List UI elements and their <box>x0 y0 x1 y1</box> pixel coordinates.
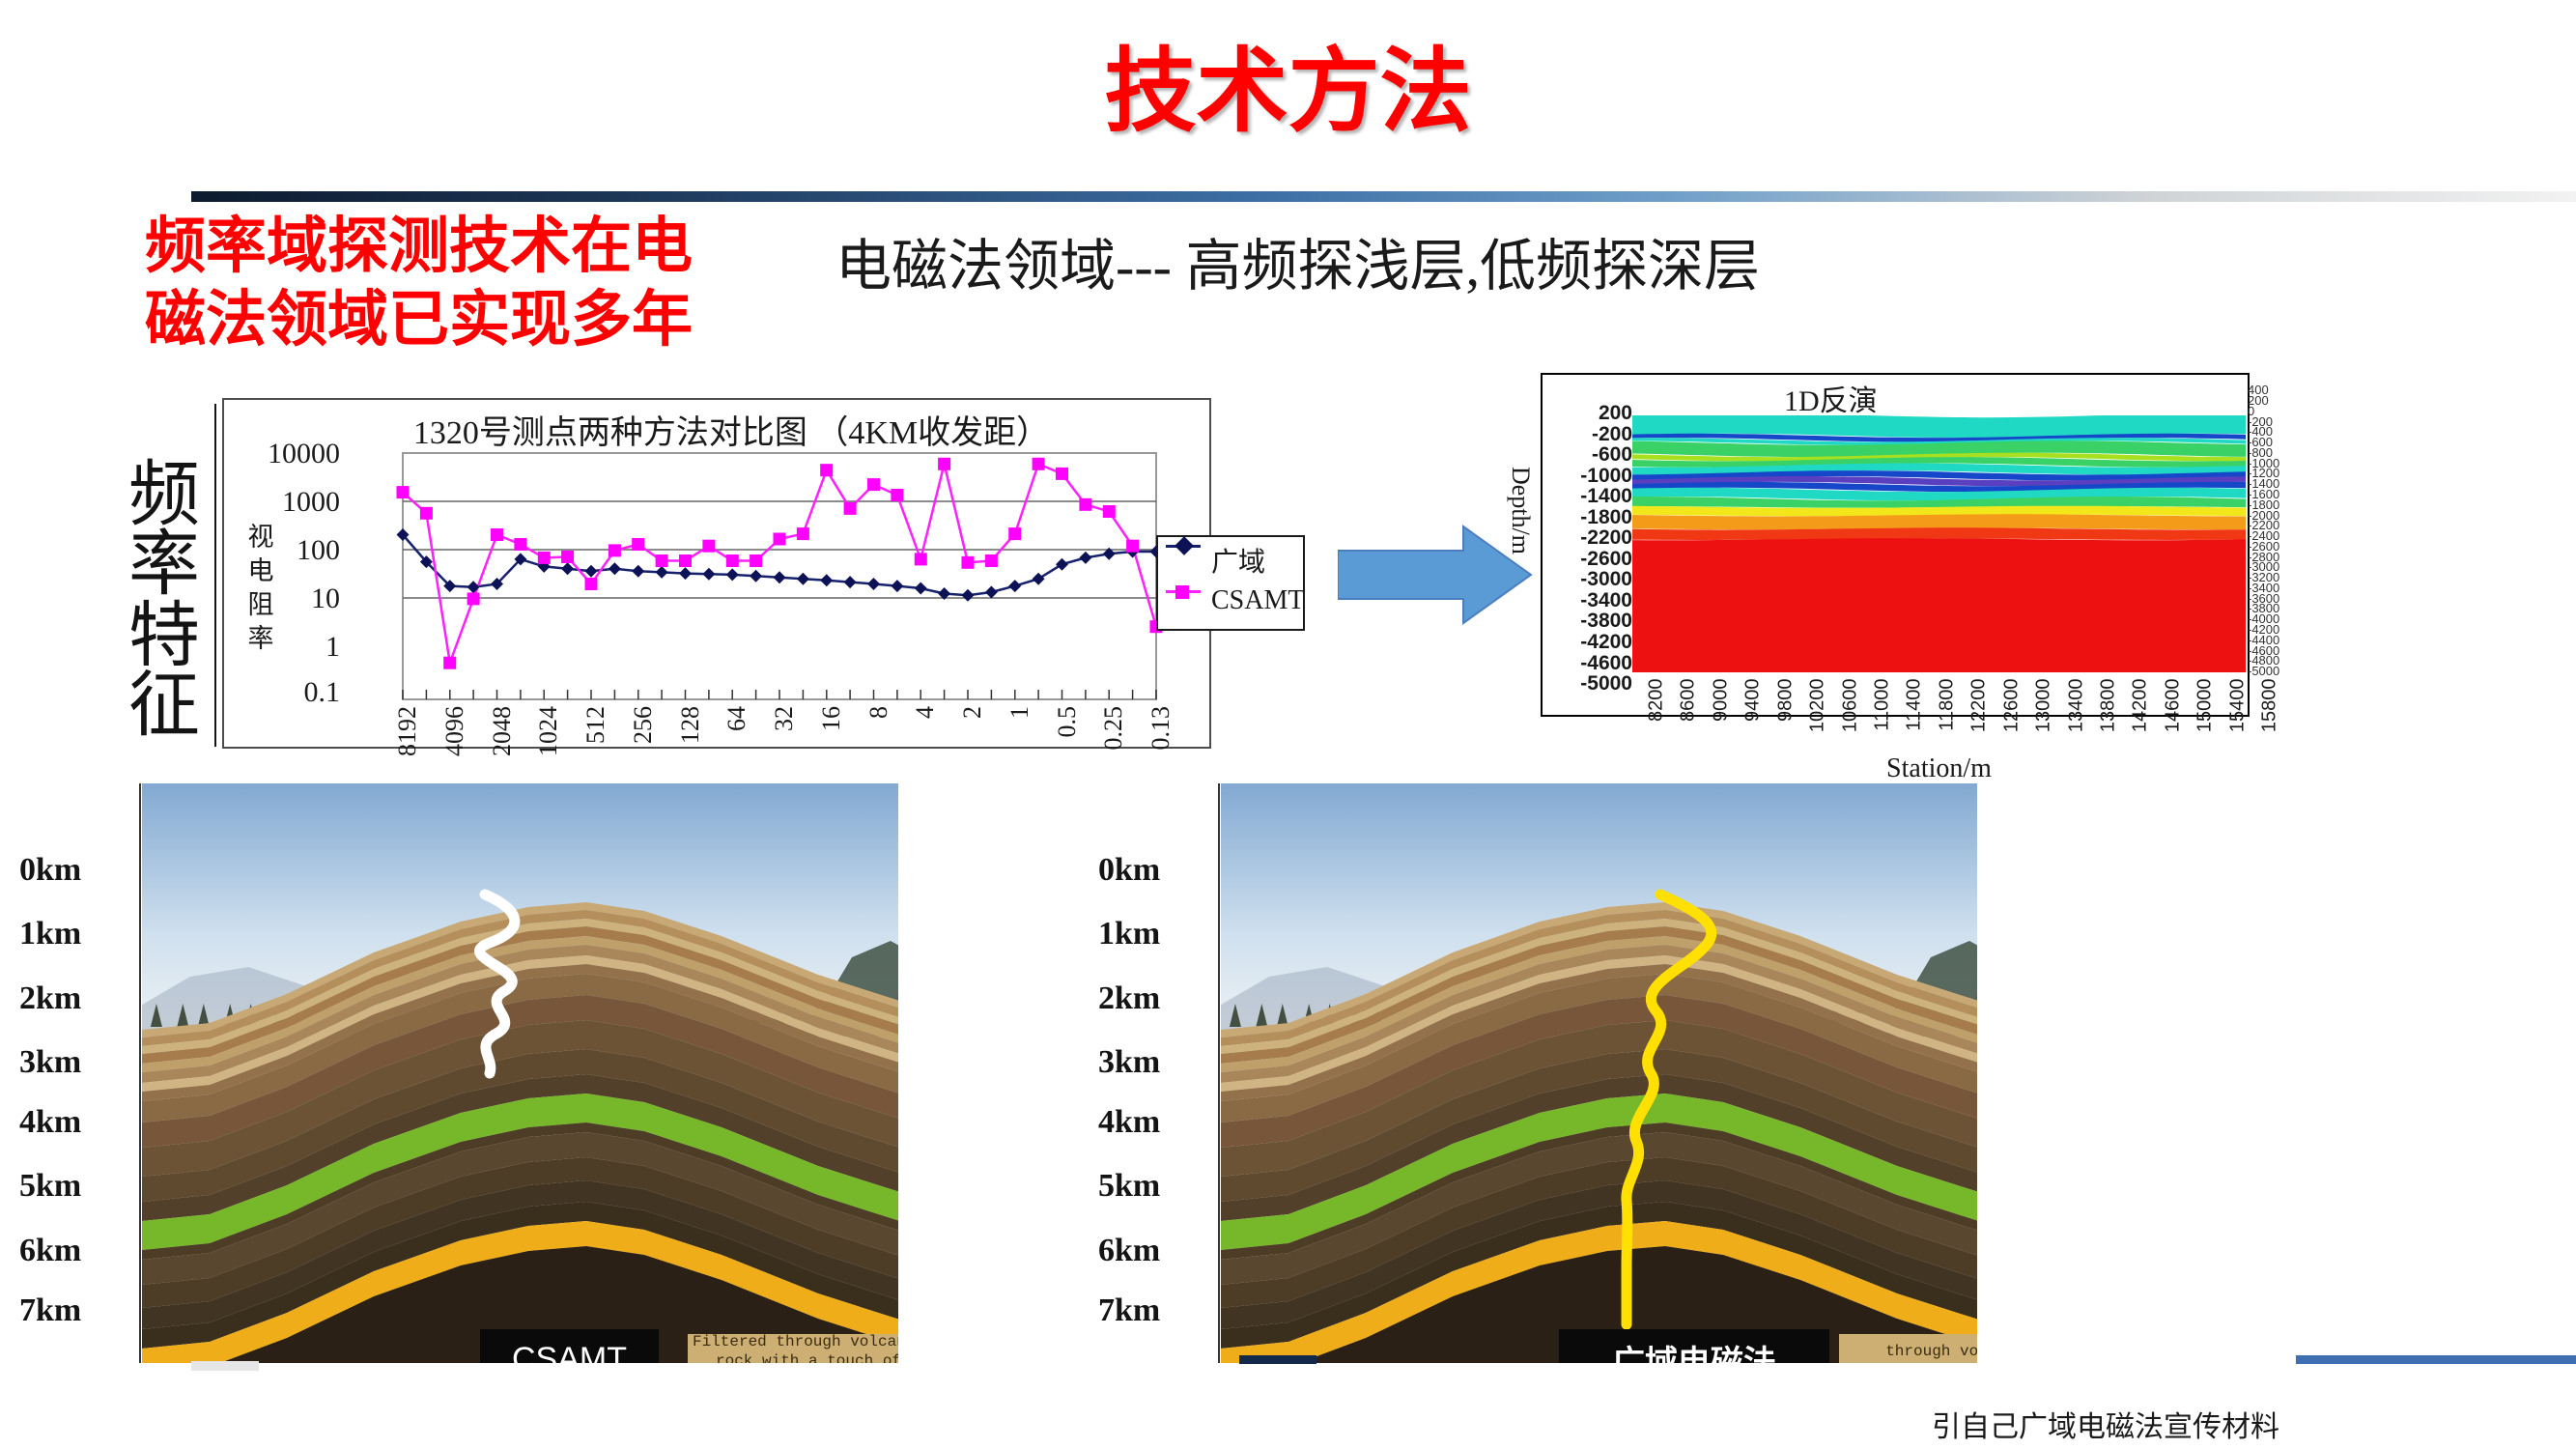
svg-text:1: 1 <box>326 631 340 663</box>
svg-text:1000: 1000 <box>282 486 340 518</box>
svg-text:10000: 10000 <box>268 438 340 469</box>
svg-text:100: 100 <box>297 534 340 566</box>
svg-text:10: 10 <box>311 582 340 614</box>
